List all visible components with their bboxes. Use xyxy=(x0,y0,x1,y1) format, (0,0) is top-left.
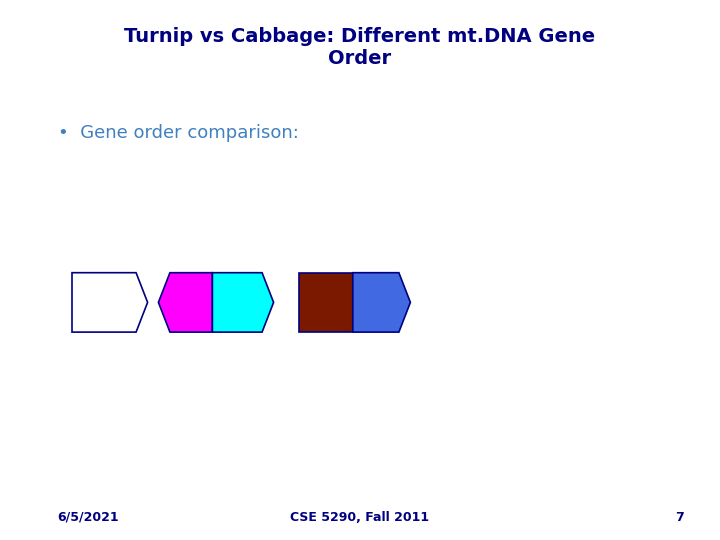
Polygon shape xyxy=(353,273,410,332)
Text: CSE 5290, Fall 2011: CSE 5290, Fall 2011 xyxy=(290,511,430,524)
Polygon shape xyxy=(212,273,274,332)
Text: •  Gene order comparison:: • Gene order comparison: xyxy=(58,124,299,142)
Text: 6/5/2021: 6/5/2021 xyxy=(58,511,120,524)
Polygon shape xyxy=(158,273,212,332)
Text: 7: 7 xyxy=(675,511,684,524)
Polygon shape xyxy=(299,273,353,332)
Polygon shape xyxy=(72,273,148,332)
Text: Turnip vs Cabbage: Different mt.DNA Gene
Order: Turnip vs Cabbage: Different mt.DNA Gene… xyxy=(125,27,595,68)
